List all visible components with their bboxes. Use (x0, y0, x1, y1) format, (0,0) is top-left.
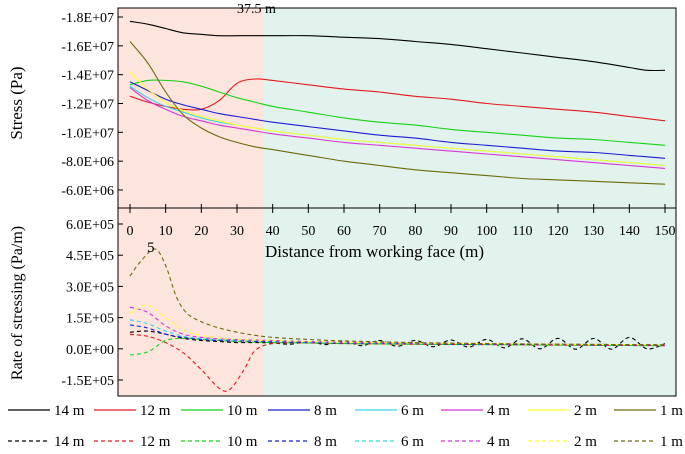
boundary-annotation: 37.5 m (237, 2, 276, 17)
stress-series-1m (129, 41, 666, 185)
legend-label: 6 m (401, 434, 424, 450)
rate-series-14m (129, 330, 666, 350)
region-left (118, 8, 264, 396)
stress-y-tick-label: -1.6E+07 (61, 40, 114, 55)
legend-label: 4 m (487, 403, 510, 419)
legend-label: 4 m (487, 434, 510, 450)
legend-label: 14 m (54, 403, 85, 419)
rate-y-tick-label: 4.5E+05 (66, 249, 114, 264)
x-tick-label: 30 (230, 224, 244, 239)
rate-series-2m (129, 304, 666, 346)
rate-y-tick-label: 3.0E+05 (66, 280, 114, 295)
x-tick-label: 130 (583, 224, 604, 239)
legend-label: 1 m (660, 403, 683, 419)
peak-annotation: 5 (147, 240, 155, 256)
legend-label: 6 m (401, 403, 424, 419)
stress-y-tick-label: -1.0E+07 (61, 126, 114, 141)
legend-label: 2 m (574, 403, 597, 419)
rate-y-axis-label: Rate of stressing (Pa/m) (9, 226, 26, 380)
x-tick-label: 40 (266, 224, 280, 239)
bottom-panel-frame (117, 207, 677, 397)
x-tick-label: 150 (655, 224, 676, 239)
legend: 14 m 12 m 10 m 8 m 6 m 4 m 2 m 1 m 14 m 12 m 10 m 8… (8, 403, 683, 450)
x-tick-label: 70 (373, 224, 387, 239)
x-tick-label: 140 (619, 224, 640, 239)
x-tick-label: 50 (301, 224, 315, 239)
legend-label: 14 m (54, 434, 85, 450)
x-tick-label: 60 (337, 224, 351, 239)
rate-y-tick-label: 0.0E+00 (66, 343, 114, 358)
legend-label: 8 m (314, 434, 337, 450)
legend-label: 12 m (140, 434, 171, 450)
legend-label: 12 m (140, 403, 171, 419)
rate-y-tick-label: 6.0E+05 (66, 218, 114, 233)
region-backgrounds (118, 8, 676, 396)
x-tick-label: 20 (194, 224, 208, 239)
x-tick-label: 10 (159, 224, 173, 239)
stress-y-tick-label: -6.0E+06 (61, 184, 114, 199)
stress-series-10m (129, 79, 666, 146)
legend-label: 8 m (314, 403, 337, 419)
stress-y-tick-label: -1.2E+07 (61, 98, 114, 113)
x-axis-label: Distance from working face (m) (265, 242, 484, 261)
stress-series-12m (129, 78, 666, 122)
series-layer (129, 20, 666, 392)
region-right (263, 8, 676, 396)
axes-layer: -1.8E+07 -1.6E+07 -1.4E+07 -1.2E+07 -1.0E+07… (61, 7, 677, 397)
labels-layer: Stress (Pa) Rate of stressing (Pa/m) Dis… (7, 2, 484, 380)
stress-series-8m (129, 81, 666, 159)
stress-series-14m (129, 20, 666, 72)
stress-y-tick-label: -1.8E+07 (61, 11, 114, 26)
stress-series-2m (129, 71, 666, 167)
legend-label: 10 m (227, 434, 258, 450)
rate-y-tick-label: -1.5E+05 (61, 374, 114, 389)
x-tick-label: 110 (512, 224, 532, 239)
x-tick-label: 80 (408, 224, 422, 239)
stress-y-tick-label: -1.4E+07 (61, 69, 114, 84)
rate-y-tick-label: 1.5E+05 (66, 312, 114, 327)
x-tick-label: 90 (444, 224, 458, 239)
x-tick-label: 100 (476, 224, 497, 239)
legend-label: 2 m (574, 434, 597, 450)
x-tick-label: 120 (548, 224, 569, 239)
legend-label: 10 m (227, 403, 258, 419)
rate-series-1m (129, 248, 666, 346)
stress-y-tick-label: -8.0E+06 (61, 155, 114, 170)
legend-label: 1 m (660, 434, 683, 450)
x-tick-label: 0 (127, 224, 134, 239)
stress-y-axis-label: Stress (Pa) (7, 66, 26, 139)
